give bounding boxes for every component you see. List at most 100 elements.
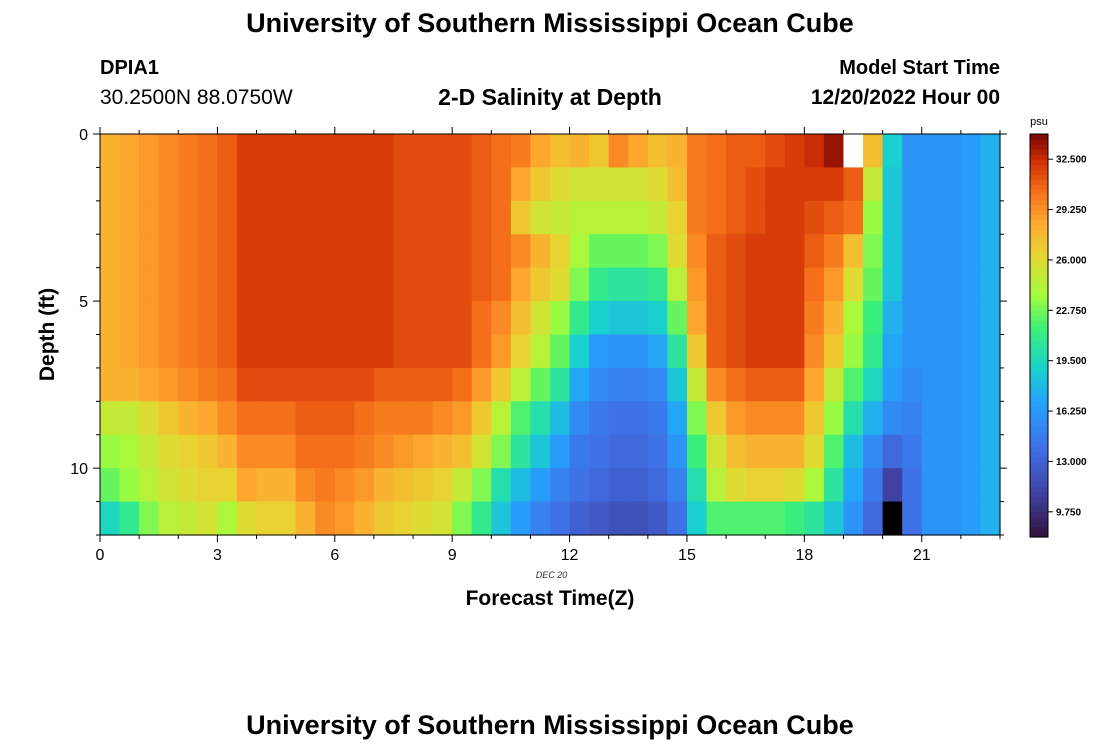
heatmap-cell	[334, 501, 355, 536]
heatmap-cell	[295, 134, 316, 169]
heatmap-cell	[921, 134, 942, 169]
heatmap-cell	[295, 367, 316, 402]
x-tick-label: 18	[795, 547, 813, 564]
heatmap-cell	[334, 267, 355, 302]
heatmap-cell	[491, 468, 512, 503]
heatmap-cell	[315, 267, 336, 302]
heatmap-cell	[393, 234, 414, 269]
colorbar-segment	[1030, 234, 1048, 241]
heatmap-cell	[197, 200, 218, 235]
heatmap-cell	[413, 267, 434, 302]
heatmap-cell	[589, 167, 610, 202]
colorbar-segment	[1030, 144, 1048, 150]
heatmap-cell	[647, 134, 668, 169]
colorbar-segment	[1030, 471, 1048, 478]
heatmap-cell	[178, 134, 199, 169]
heatmap-cell	[745, 468, 766, 503]
heatmap-cell	[354, 367, 375, 402]
colorbar-segment	[1030, 350, 1048, 357]
colorbar-segment	[1030, 511, 1048, 518]
heatmap-cell	[647, 367, 668, 402]
heatmap-cell	[960, 200, 982, 235]
heatmap-cell	[784, 334, 805, 369]
heatmap-cell	[608, 134, 629, 169]
heatmap-cell	[765, 334, 786, 369]
heatmap-cell	[647, 334, 668, 369]
heatmap-cell	[373, 301, 395, 336]
heatmap-cell	[667, 334, 688, 369]
heatmap-cell	[100, 167, 121, 202]
heatmap-cell	[139, 234, 160, 269]
heatmap-cell	[667, 301, 688, 336]
heatmap-cell	[217, 234, 238, 269]
heatmap-cell	[726, 501, 747, 536]
colorbar-segment	[1030, 174, 1048, 180]
heatmap-cell	[452, 267, 473, 302]
heatmap-cell	[432, 301, 453, 336]
heatmap-cell	[589, 367, 610, 402]
heatmap-cell	[608, 468, 629, 503]
heatmap-cell	[608, 334, 629, 369]
heatmap-cell	[393, 468, 414, 503]
heatmap-cell	[119, 167, 140, 202]
colorbar-frame	[1029, 133, 1049, 538]
heatmap-cell	[139, 200, 160, 235]
heatmap-cell	[100, 468, 121, 503]
heatmap-cell	[510, 401, 532, 436]
heatmap-cell	[647, 501, 668, 536]
heatmap-cell	[236, 167, 258, 202]
heatmap-cell	[373, 134, 395, 169]
heatmap-cell	[354, 468, 375, 503]
colorbar-segment	[1030, 466, 1048, 473]
heatmap-cell	[863, 301, 884, 336]
heatmap-cell	[491, 134, 512, 169]
heatmap-cell	[393, 501, 414, 536]
heatmap-cell	[647, 267, 668, 302]
heatmap-cell	[550, 267, 571, 302]
heatmap-cell	[921, 167, 942, 202]
heatmap-cell	[647, 200, 668, 235]
heatmap-cell	[139, 367, 160, 402]
colorbar-tick-label: 32.500	[1056, 155, 1087, 166]
heatmap-cell	[706, 134, 727, 169]
heatmap-cell	[432, 234, 453, 269]
colorbar-segment	[1030, 491, 1048, 498]
colorbar-tick-label: 22.750	[1056, 306, 1087, 317]
heatmap-cell	[413, 401, 434, 436]
main-title: University of Southern Mississippi Ocean…	[246, 8, 854, 38]
heatmap-cell	[139, 301, 160, 336]
heatmap-cell	[276, 267, 297, 302]
colorbar-segment	[1030, 431, 1048, 437]
heatmap-cell	[197, 234, 218, 269]
heatmap-cell	[256, 401, 277, 436]
heatmap-cell	[413, 367, 434, 402]
heatmap-cell	[569, 200, 590, 235]
heatmap-cell	[686, 200, 708, 235]
heatmap-cell	[960, 434, 982, 469]
heatmap-cell	[432, 167, 453, 202]
colorbar-segment	[1030, 345, 1048, 352]
colorbar-segment	[1030, 280, 1048, 286]
heatmap-cell	[158, 501, 179, 536]
heatmap-cell	[686, 167, 708, 202]
heatmap-cell	[510, 234, 532, 269]
heatmap-cell	[373, 367, 395, 402]
colorbar-segment	[1030, 179, 1048, 185]
heatmap-cell	[139, 468, 160, 503]
heatmap-cell	[569, 234, 590, 269]
heatmap-cell	[295, 434, 316, 469]
heatmap-cell	[295, 501, 316, 536]
heatmap-cell	[765, 434, 786, 469]
heatmap-cell	[960, 468, 982, 503]
heatmap-cell	[745, 301, 766, 336]
heatmap-cell	[628, 301, 649, 336]
heatmap-cell	[530, 200, 551, 235]
heatmap-cell	[158, 334, 179, 369]
heatmap-cell	[452, 334, 473, 369]
colorbar-segment	[1030, 189, 1048, 196]
heatmap-cell	[256, 267, 277, 302]
heatmap-cell	[686, 267, 708, 302]
colorbar-segment	[1030, 315, 1048, 321]
heatmap-cell	[413, 167, 434, 202]
heatmap-cell	[413, 468, 434, 503]
